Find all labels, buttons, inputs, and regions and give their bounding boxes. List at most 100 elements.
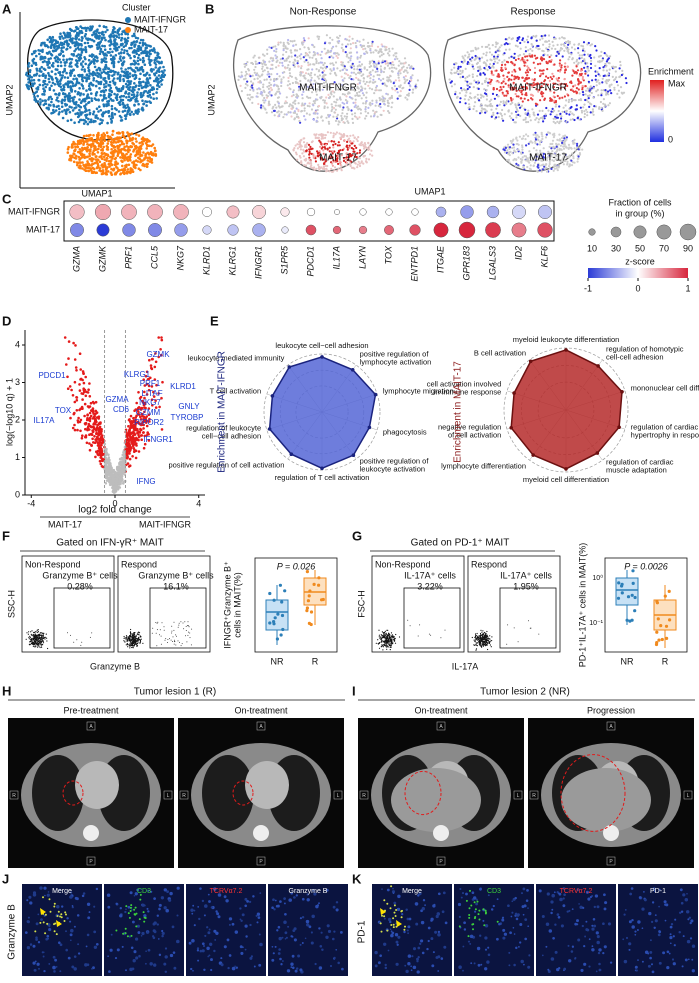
cell-dot: [80, 78, 84, 81]
cell-dot: [407, 82, 410, 85]
cell-dot: [406, 78, 409, 82]
cell-dot: [278, 61, 281, 64]
cell-dot: [96, 137, 100, 141]
cell-dot: [364, 110, 367, 113]
cell-dot: [348, 144, 351, 147]
cell-dot: [323, 42, 327, 45]
cell-dot: [121, 62, 125, 66]
cell-dot: [458, 92, 461, 95]
cell-dot: [542, 72, 545, 75]
cell-dot: [503, 52, 506, 55]
dot: [252, 223, 266, 237]
cell-dot: [253, 71, 256, 74]
cell-dot: [334, 133, 337, 136]
cell-dot: [532, 133, 535, 136]
cell-dot: [540, 164, 544, 167]
cell-dot: [361, 87, 364, 90]
cell-dot: [555, 103, 558, 106]
cell-dot: [572, 155, 575, 158]
cell-dot: [311, 56, 314, 59]
cell-dot: [595, 49, 598, 52]
cell-dot: [485, 110, 488, 113]
cell-dot: [61, 116, 65, 120]
cell-dot: [522, 118, 525, 121]
cell-dot: [373, 60, 376, 63]
cell-dot: [294, 59, 297, 62]
cell-dot: [36, 100, 40, 103]
cell-dot: [122, 147, 125, 151]
cell-dot: [519, 41, 522, 45]
cell-dot: [277, 64, 280, 67]
cell-dot: [51, 49, 55, 53]
cell-dot: [303, 76, 306, 79]
cell-dot: [75, 154, 78, 158]
cell-dot: [602, 66, 605, 69]
cell-dot: [100, 121, 103, 125]
cell-dot: [106, 51, 110, 54]
cell-dot: [301, 71, 304, 74]
cell-dot: [33, 51, 36, 55]
cell-dot: [103, 48, 107, 51]
cell-dot: [617, 89, 621, 92]
cell-dot: [560, 115, 563, 118]
cell-dot: [580, 56, 583, 60]
legend-tick: Max: [668, 78, 686, 88]
cell-dot: [285, 50, 288, 54]
cell-dot: [150, 152, 153, 155]
cell-dot: [79, 118, 82, 122]
cell-dot: [82, 141, 85, 145]
cell-dot: [257, 56, 260, 59]
cell-dot: [81, 65, 85, 68]
cell-dot: [502, 85, 505, 88]
cell-dot: [156, 83, 159, 87]
cell-dot: [102, 104, 106, 108]
cell-dot: [145, 147, 148, 150]
cell-dot: [113, 70, 116, 74]
cell-dot: [246, 61, 249, 64]
cell-dot: [152, 92, 155, 96]
cell-dot: [141, 56, 145, 60]
cell-dot: [105, 65, 108, 69]
cell-dot: [92, 162, 95, 166]
cell-dot: [526, 165, 529, 169]
cell-dot: [74, 106, 78, 109]
cell-dot: [540, 170, 543, 173]
gene-label: NKG7: [175, 245, 185, 271]
cell-dot: [464, 77, 467, 80]
cell-dot: [50, 97, 54, 101]
cell-dot: [528, 141, 531, 144]
cell-dot: [80, 49, 84, 53]
cell-dot: [138, 41, 142, 45]
cell-dot: [572, 70, 575, 73]
cell-dot: [149, 101, 152, 104]
cell-dot: [125, 96, 128, 99]
cell-dot: [479, 105, 482, 108]
cell-dot: [122, 45, 126, 49]
cell-dot: [120, 67, 123, 70]
cell-dot: [353, 65, 356, 68]
cell-dot: [388, 111, 391, 114]
cell-dot: [544, 167, 547, 170]
cell-dot: [563, 137, 566, 140]
cell-dot: [113, 148, 117, 152]
cell-dot: [103, 60, 107, 63]
cell-dot: [95, 91, 99, 94]
cell-dot: [525, 133, 528, 136]
cell-dot: [92, 112, 95, 116]
cell-dot: [132, 40, 136, 43]
cell-dot: [583, 112, 587, 116]
cell-dot: [557, 109, 560, 113]
cell-dot: [28, 70, 32, 74]
cell-dot: [120, 119, 124, 122]
cell-dot: [505, 99, 509, 102]
cell-dot: [56, 40, 59, 44]
cell-dot: [556, 94, 559, 98]
cell-dot: [477, 47, 480, 50]
cell-dot: [492, 111, 495, 114]
cell-dot: [115, 86, 118, 89]
cell-dot: [337, 167, 340, 170]
cell-dot: [268, 103, 271, 106]
cell-dot: [262, 99, 265, 102]
cell-dot: [88, 152, 91, 155]
cell-dot: [569, 110, 572, 113]
